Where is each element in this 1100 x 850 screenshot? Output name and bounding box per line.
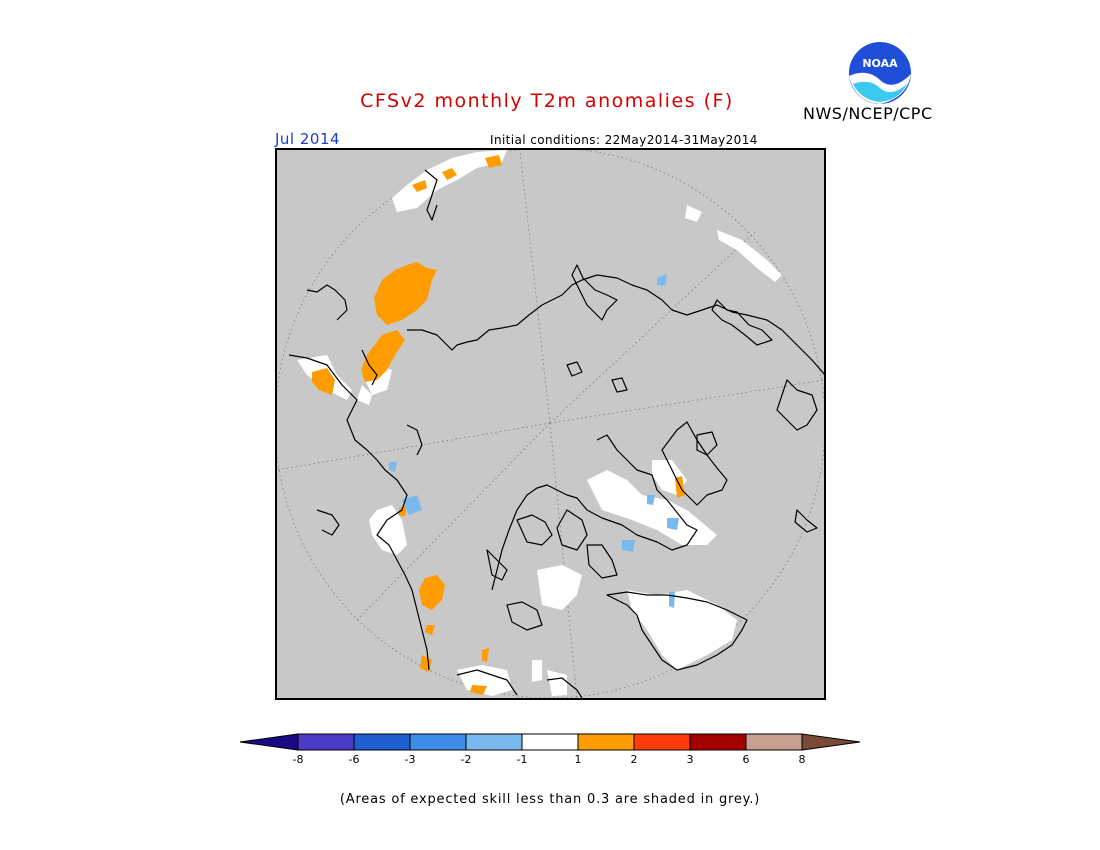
cool-regions [389,274,679,608]
graticule [277,150,824,698]
color-scale-tick: -2 [460,753,472,766]
color-scale-tick: 2 [630,753,638,766]
skill-note: (Areas of expected skill less than 0.3 a… [339,792,761,807]
noaa-logo-icon: NOAA [849,42,911,104]
noaa-logo-text: NOAA [862,57,898,70]
color-scale-bin [465,733,523,751]
color-scale-bin [577,733,635,751]
color-scale-tick: 3 [686,753,694,766]
map-title: CFSv2 monthly T2m anomalies (F) [360,90,734,112]
color-scale-bin [409,733,467,751]
color-scale-tick: 1 [574,753,582,766]
color-scale-bin [633,733,691,751]
color-scale-arrow-low [239,733,299,751]
color-scale-tick: -1 [516,753,528,766]
color-scale-bar [239,733,861,751]
color-scale-bin [353,733,411,751]
color-scale-arrow-high [801,733,861,751]
initial-conditions: Initial conditions: 22May2014-31May2014 [490,133,758,147]
agency-label: NWS/NCEP/CPC [803,104,933,123]
forecast-month: Jul 2014 [275,130,341,148]
color-scale-tick: -6 [348,753,360,766]
color-scale-bin [689,733,747,751]
neutral-regions [297,150,782,696]
warm-regions [312,155,685,695]
coastlines [288,169,824,698]
color-scale-bin [745,733,803,751]
color-scale-tick: 8 [798,753,806,766]
polar-map [275,148,826,700]
color-scale-tick: 6 [742,753,750,766]
color-scale-tick: -8 [292,753,304,766]
color-scale-bin [521,733,579,751]
color-scale-bin [297,733,355,751]
color-scale-tick: -3 [404,753,416,766]
